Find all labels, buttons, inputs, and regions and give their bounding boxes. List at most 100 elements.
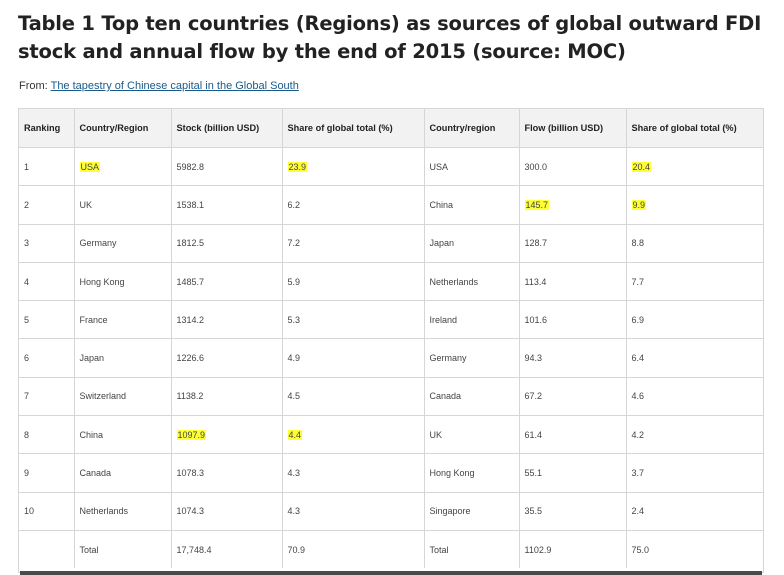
header-flow: Flow (billion USD) [519, 109, 627, 148]
header-ranking: Ranking [19, 109, 75, 148]
fdi-table-container: Ranking Country/Region Stock (billion US… [18, 108, 764, 573]
cell-flow-share: 9.9 [626, 185, 763, 225]
cell-flow-share: 3.7 [626, 453, 763, 493]
table-row: 2 UK 1538.1 6.2 China 145.7 9.9 [19, 185, 763, 225]
cell-country: Total [74, 530, 172, 569]
table-row: 8 China 1097.9 4.4 UK 61.4 4.2 [19, 415, 763, 455]
cell-flow-country: Hong Kong [424, 453, 520, 493]
cell-flow-share: 2.4 [626, 492, 763, 531]
source-line: From: The tapestry of Chinese capital in… [19, 80, 299, 92]
cell-stock-share: 4.5 [282, 377, 425, 417]
cell-ranking: 10 [19, 492, 75, 531]
cell-country: China [74, 415, 172, 455]
source-article-link[interactable]: The tapestry of Chinese capital in the G… [50, 80, 299, 92]
cell-flow: 1102.9 [519, 530, 627, 569]
header-flow-country: Country/region [424, 109, 520, 148]
cell-stock: 1538.1 [171, 185, 283, 225]
cell-flow-share: 6.9 [626, 300, 763, 340]
cell-flow-country: USA [424, 147, 520, 187]
cell-country: Japan [74, 338, 172, 378]
cell-stock: 1226.6 [171, 338, 283, 378]
cell-stock: 1485.7 [171, 262, 283, 302]
cell-flow: 55.1 [519, 453, 627, 493]
cell-stock-share: 70.9 [282, 530, 425, 569]
cell-flow-country: China [424, 185, 520, 225]
cell-ranking: 8 [19, 415, 75, 455]
header-country-region: Country/Region [74, 109, 172, 148]
cell-flow: 145.7 [519, 185, 627, 225]
cell-stock: 5982.8 [171, 147, 283, 187]
cell-ranking: 2 [19, 185, 75, 225]
horizontal-scrollbar[interactable] [20, 571, 762, 575]
table-row: 3 Germany 1812.5 7.2 Japan 128.7 8.8 [19, 224, 763, 263]
cell-stock: 1138.2 [171, 377, 283, 417]
cell-country: UK [74, 185, 172, 225]
cell-flow-share: 20.4 [626, 147, 763, 187]
cell-stock: 17,748.4 [171, 530, 283, 569]
cell-flow: 94.3 [519, 338, 627, 378]
cell-flow: 101.6 [519, 300, 627, 340]
cell-flow-country: UK [424, 415, 520, 455]
cell-flow: 61.4 [519, 415, 627, 455]
table-total-row: Total 17,748.4 70.9 Total 1102.9 75.0 [19, 530, 763, 569]
cell-ranking: 7 [19, 377, 75, 417]
cell-ranking: 1 [19, 147, 75, 187]
cell-flow-country: Germany [424, 338, 520, 378]
cell-flow-country: Singapore [424, 492, 520, 531]
cell-country: Switzerland [74, 377, 172, 417]
cell-flow: 300.0 [519, 147, 627, 187]
highlighted-value: USA [79, 161, 101, 172]
cell-ranking: 3 [19, 224, 75, 263]
table-row: 5 France 1314.2 5.3 Ireland 101.6 6.9 [19, 300, 763, 340]
cell-flow-share: 8.8 [626, 224, 763, 263]
table-row: 9 Canada 1078.3 4.3 Hong Kong 55.1 3.7 [19, 453, 763, 493]
cell-ranking: 9 [19, 453, 75, 493]
highlighted-value: 1097.9 [176, 429, 207, 440]
cell-flow-country: Netherlands [424, 262, 520, 302]
header-stock-share: Share of global total (%) [282, 109, 425, 148]
fdi-table: Ranking Country/Region Stock (billion US… [19, 109, 763, 569]
cell-flow-share: 75.0 [631, 544, 650, 555]
cell-ranking: 4 [19, 262, 75, 302]
cell-country: Netherlands [74, 492, 172, 531]
table-header-row: Ranking Country/Region Stock (billion US… [19, 109, 763, 148]
cell-flow: 35.5 [519, 492, 627, 531]
cell-stock-share: 5.9 [282, 262, 425, 302]
cell-country: Germany [74, 224, 172, 263]
cell-stock: 1812.5 [171, 224, 283, 263]
cell-stock-share: 6.2 [282, 185, 425, 225]
table-body: 1 USA 5982.8 23.9 USA 300.0 20.4 2 UK 1538.1 6.2 Ch… [19, 147, 763, 569]
table-row: 4 Hong Kong 1485.7 5.9 Netherlands 113.4 7.7 [19, 262, 763, 302]
cell-flow-share: 4.2 [626, 415, 763, 455]
from-label: From: [19, 80, 48, 92]
highlighted-value: 23.9 [287, 161, 308, 172]
cell-ranking [19, 530, 75, 569]
cell-stock-share: 7.2 [282, 224, 425, 263]
header-stock: Stock (billion USD) [171, 109, 283, 148]
cell-ranking: 6 [19, 338, 75, 378]
cell-country: France [74, 300, 172, 340]
cell-flow: 113.4 [519, 262, 627, 302]
cell-stock: 1074.3 [171, 492, 283, 531]
cell-stock-share: 4.3 [282, 453, 425, 493]
cell-stock-share: 5.3 [282, 300, 425, 340]
table-title: Table 1 Top ten countries (Regions) as s… [18, 12, 762, 63]
highlighted-value: 145.7 [524, 199, 550, 210]
cell-flow: 67.2 [519, 377, 627, 417]
cell-flow-country: Total [424, 530, 520, 569]
cell-flow-share: 6.4 [626, 338, 763, 378]
cell-stock: 1314.2 [171, 300, 283, 340]
cell-country: Hong Kong [74, 262, 172, 302]
cell-country: USA [74, 147, 172, 187]
cell-country: Canada [74, 453, 172, 493]
highlighted-value: 20.4 [631, 161, 652, 172]
cell-flow-share: 4.6 [626, 377, 763, 417]
table-row: 7 Switzerland 1138.2 4.5 Canada 67.2 4.6 [19, 377, 763, 417]
header-flow-share: Share of global total (%) [626, 109, 763, 148]
highlighted-value: 9.9 [631, 199, 647, 210]
highlighted-value: 4.4 [287, 429, 303, 440]
cell-stock-share: 23.9 [282, 147, 425, 187]
table-row: 10 Netherlands 1074.3 4.3 Singapore 35.5 2.4 [19, 492, 763, 531]
table-row: 1 USA 5982.8 23.9 USA 300.0 20.4 [19, 147, 763, 187]
cell-flow-country: Canada [424, 377, 520, 417]
